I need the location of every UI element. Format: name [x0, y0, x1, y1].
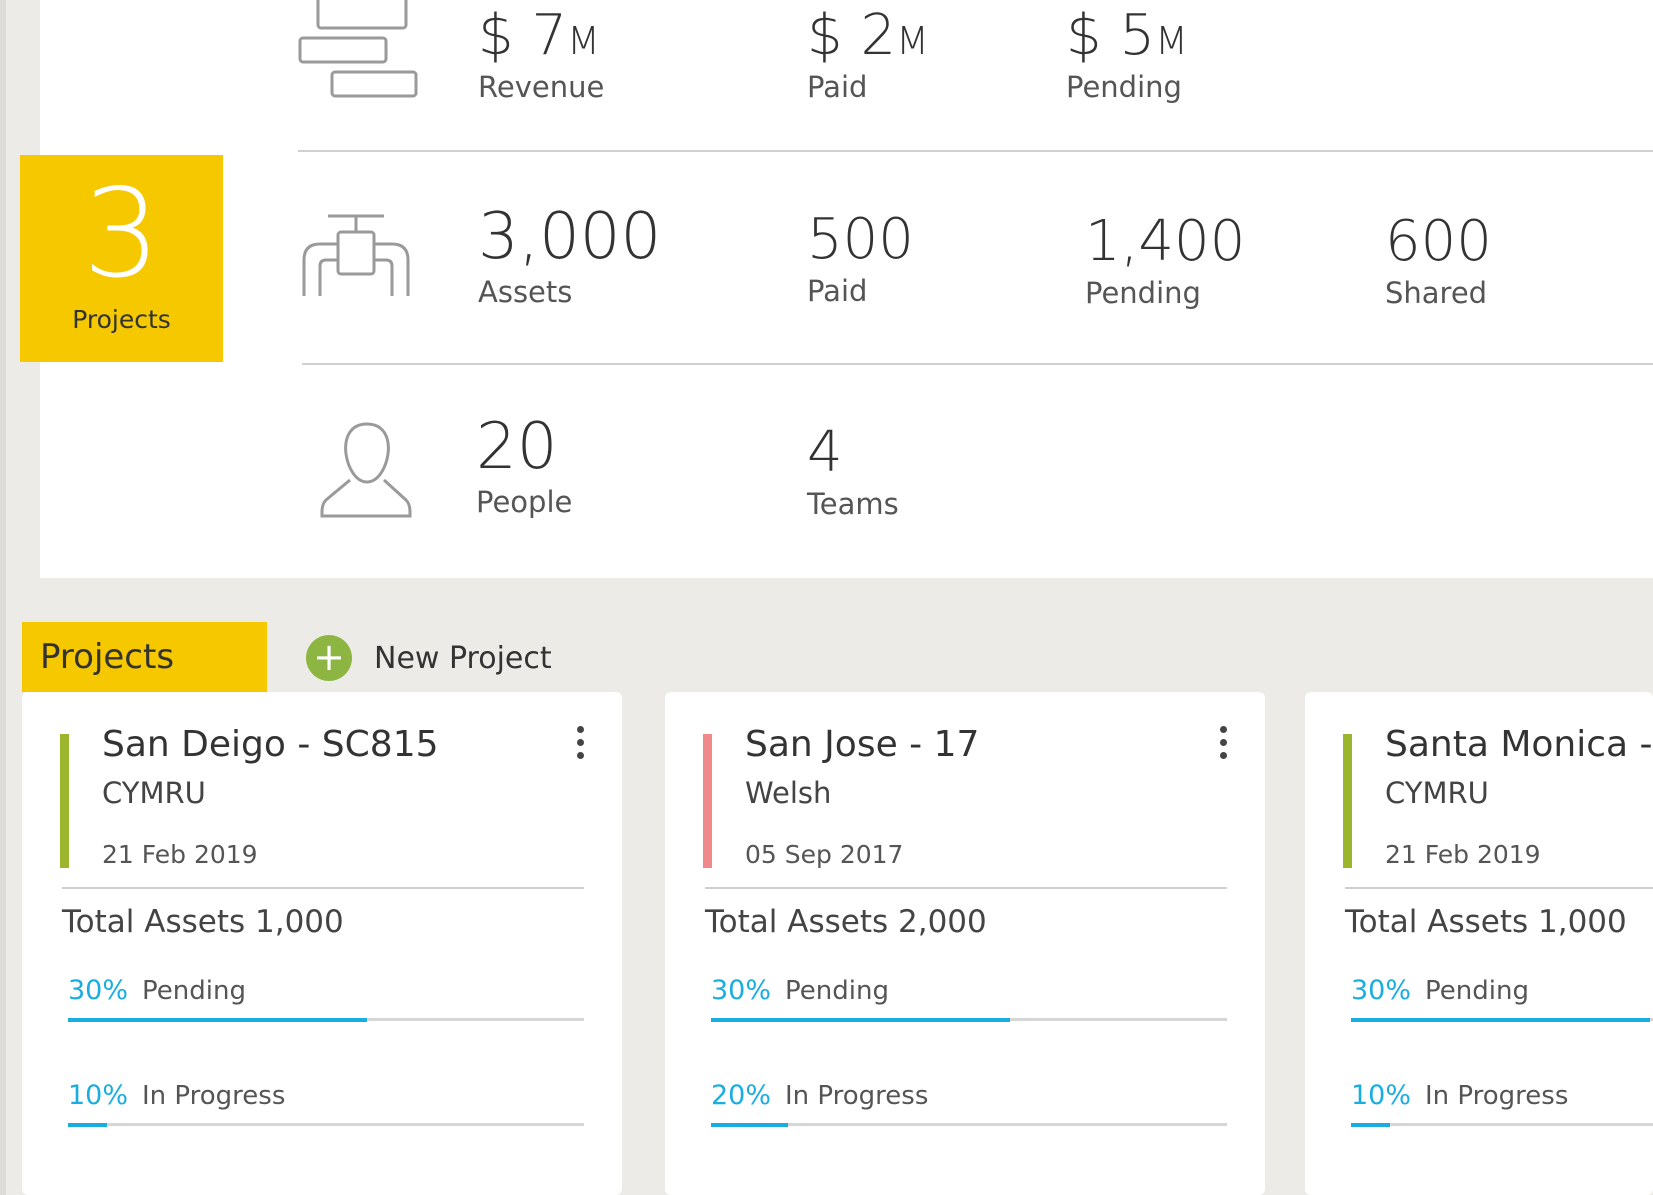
- teams-label: Teams: [807, 487, 899, 521]
- assets-shared-value: 600: [1385, 209, 1492, 274]
- assets-stat: 3,000 Assets: [478, 205, 661, 309]
- left-edge-strip: [0, 0, 6, 1195]
- project-date: 21 Feb 2019: [1385, 840, 1541, 869]
- progress-label: Pending: [785, 976, 889, 1006]
- card-divider: [705, 887, 1227, 889]
- teams-stat: 4 Teams: [807, 420, 899, 522]
- progress-fill: [1351, 1018, 1651, 1022]
- progress-percent: 30%: [1351, 975, 1412, 1006]
- progress-fill: [68, 1123, 107, 1127]
- progress-percent: 10%: [1351, 1080, 1412, 1111]
- project-title: Santa Monica -: [1385, 724, 1653, 765]
- progress-in-progress: 10% In Progress: [68, 1080, 584, 1127]
- progress-track: [1351, 1018, 1653, 1022]
- project-card[interactable]: San Deigo - SC815 CYMRU 21 Feb 2019 Tota…: [22, 692, 622, 1195]
- new-project-button[interactable]: + New Project: [306, 633, 552, 683]
- teams-value: 4: [807, 420, 843, 485]
- projects-count-label: Projects: [72, 305, 171, 334]
- assets-shared-label: Shared: [1385, 276, 1488, 310]
- row-divider: [302, 363, 1653, 365]
- progress-fill: [711, 1018, 1011, 1022]
- progress-track: [711, 1123, 1227, 1127]
- more-vert-icon[interactable]: [574, 726, 586, 765]
- assets-pending-stat: 1,400 Pending: [1085, 209, 1246, 311]
- revenue-paid-label: Paid: [807, 70, 868, 104]
- new-project-label: New Project: [374, 640, 552, 676]
- progress-track: [68, 1018, 584, 1022]
- progress-pending: 30% Pending: [68, 975, 584, 1022]
- project-card[interactable]: San Jose - 17 Welsh 05 Sep 2017 Total As…: [665, 692, 1265, 1195]
- projects-count-tile[interactable]: 3 Projects: [20, 155, 223, 362]
- summary-panel: [40, 0, 1653, 578]
- assets-shared-stat: 600 Shared: [1385, 209, 1492, 311]
- assets-label: Assets: [478, 275, 573, 309]
- revenue-pending-value: 5: [1119, 3, 1156, 68]
- progress-label: In Progress: [1425, 1081, 1569, 1111]
- progress-fill: [1351, 1123, 1390, 1127]
- revenue-pending-stat: $ 5M Pending: [1066, 3, 1188, 105]
- progress-percent: 30%: [68, 975, 129, 1006]
- card-divider: [62, 887, 584, 889]
- progress-fill: [711, 1123, 789, 1127]
- revenue-paid-stat: $ 2M Paid: [807, 3, 929, 105]
- project-subtitle: CYMRU: [102, 776, 206, 810]
- progress-in-progress: 20% In Progress: [711, 1080, 1227, 1127]
- progress-pending: 30% Pending: [1351, 975, 1653, 1022]
- progress-pending: 30% Pending: [711, 975, 1227, 1022]
- progress-label: In Progress: [785, 1081, 929, 1111]
- assets-paid-label: Paid: [807, 274, 868, 308]
- assets-value: 3,000: [478, 200, 662, 274]
- status-bar: [703, 734, 712, 868]
- people-stat: 20 People: [476, 415, 572, 519]
- progress-in-progress: 10% In Progress: [1351, 1080, 1653, 1127]
- project-subtitle: CYMRU: [1385, 776, 1489, 810]
- people-label: People: [476, 485, 573, 519]
- valve-pipe-icon: [302, 214, 410, 296]
- project-title: San Deigo - SC815: [102, 724, 439, 765]
- more-vert-icon[interactable]: [1217, 726, 1229, 765]
- progress-track: [711, 1018, 1227, 1022]
- project-card[interactable]: Santa Monica - CYMRU 21 Feb 2019 Total A…: [1305, 692, 1653, 1195]
- progress-track: [68, 1123, 584, 1127]
- progress-label: Pending: [142, 976, 246, 1006]
- card-divider: [1345, 887, 1653, 889]
- progress-fill: [68, 1018, 368, 1022]
- progress-percent: 20%: [711, 1080, 772, 1111]
- revenue-label: Revenue: [478, 70, 605, 104]
- people-value: 20: [476, 410, 558, 484]
- person-icon: [320, 422, 412, 518]
- project-subtitle: Welsh: [745, 776, 832, 810]
- projects-count: 3: [82, 163, 161, 305]
- total-assets: Total Assets 1,000: [1345, 904, 1627, 940]
- progress-percent: 10%: [68, 1080, 129, 1111]
- stacked-bars-icon: [298, 0, 418, 98]
- projects-tab[interactable]: Projects: [22, 622, 267, 692]
- progress-percent: 30%: [711, 975, 772, 1006]
- row-divider: [298, 150, 1653, 152]
- assets-pending-value: 1,400: [1085, 209, 1246, 274]
- status-bar: [1343, 734, 1352, 868]
- project-title: San Jose - 17: [745, 724, 980, 765]
- project-date: 21 Feb 2019: [102, 840, 258, 869]
- status-bar: [60, 734, 69, 868]
- total-assets: Total Assets 2,000: [705, 904, 987, 940]
- assets-paid-value: 500: [807, 207, 914, 272]
- assets-paid-stat: 500 Paid: [807, 207, 914, 309]
- assets-pending-label: Pending: [1085, 276, 1201, 310]
- project-date: 05 Sep 2017: [745, 840, 904, 869]
- progress-label: In Progress: [142, 1081, 286, 1111]
- revenue-value: 7: [531, 3, 568, 68]
- plus-icon: +: [306, 635, 352, 681]
- revenue-paid-value: 2: [860, 3, 897, 68]
- total-assets: Total Assets 1,000: [62, 904, 344, 940]
- revenue-stat: $ 7M Revenue: [478, 3, 605, 105]
- progress-label: Pending: [1425, 976, 1529, 1006]
- revenue-pending-label: Pending: [1066, 70, 1182, 104]
- progress-track: [1351, 1123, 1653, 1127]
